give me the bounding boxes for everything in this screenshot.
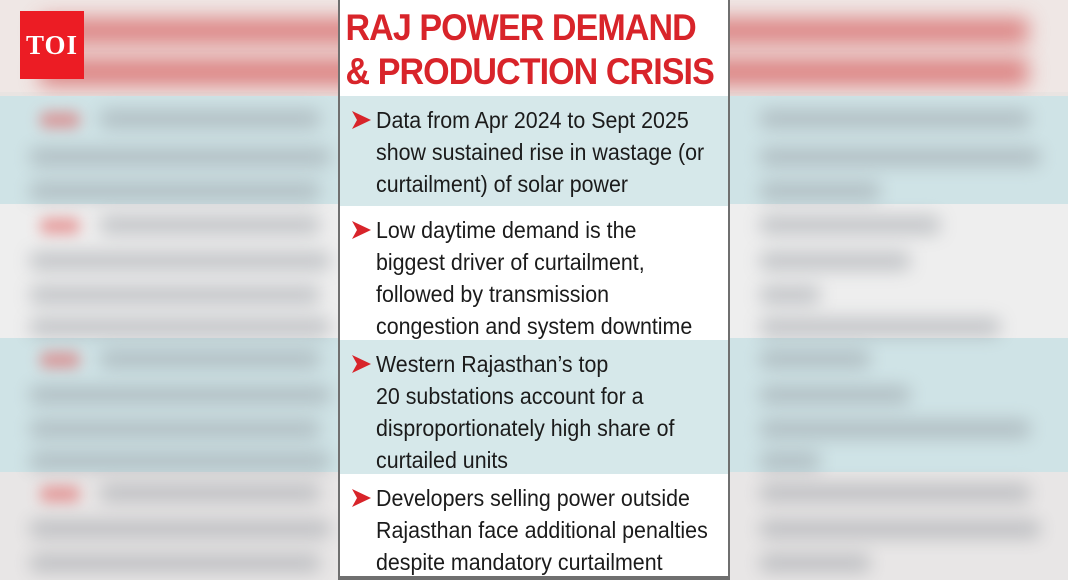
blurred-line — [30, 386, 330, 404]
red-arrow-icon — [352, 355, 371, 373]
blurred-line — [30, 520, 330, 538]
blurred-arrow — [40, 112, 80, 128]
blurred-line — [760, 182, 880, 200]
bullet-line: biggest driver of curtailment, — [376, 249, 645, 275]
bullet-item-1: Data from Apr 2024 to Sept 2025 show sus… — [340, 96, 728, 206]
bullet-line: Developers selling power outside — [376, 485, 690, 511]
infographic-card: RAJ POWER DEMAND & PRODUCTION CRISIS Dat… — [338, 0, 730, 580]
bullet-line: Low daytime demand is the — [376, 217, 637, 243]
bullet-item-2: Low daytime demand is the biggest driver… — [340, 206, 728, 340]
bullet-line: followed by transmission — [376, 281, 610, 307]
bullet-line: curtailment) of solar power — [376, 171, 629, 197]
blurred-line — [760, 148, 1040, 166]
bullet-line: curtailed units — [376, 447, 508, 473]
blurred-arrow — [40, 352, 80, 368]
title-line-1: RAJ POWER DEMAND — [345, 7, 697, 48]
blurred-line — [30, 554, 320, 572]
toi-logo: TOI — [20, 11, 84, 79]
bullet-text: Developers selling power outside Rajasth… — [376, 482, 708, 578]
card-title: RAJ POWER DEMAND & PRODUCTION CRISIS — [340, 0, 715, 96]
red-arrow-icon — [352, 111, 371, 129]
blurred-line — [760, 318, 1000, 336]
blurred-line — [30, 148, 330, 166]
bullet-line: 20 substations account for a — [376, 383, 644, 409]
blurred-line — [30, 286, 320, 304]
blurred-line — [760, 286, 820, 304]
blurred-line — [760, 252, 910, 270]
bullet-text: Data from Apr 2024 to Sept 2025 show sus… — [376, 104, 704, 200]
blurred-arrow — [40, 486, 80, 502]
bullet-line: disproportionately high share of — [376, 415, 675, 441]
blurred-line — [760, 452, 820, 470]
blurred-arrow — [40, 218, 80, 234]
blurred-line — [760, 554, 870, 572]
card-bottom-border — [340, 576, 728, 580]
red-arrow-icon — [352, 489, 371, 507]
blurred-line — [760, 216, 940, 234]
bullet-line: show sustained rise in wastage (or — [376, 139, 705, 165]
bullet-line: Rajasthan face additional penalties — [376, 517, 708, 543]
bullet-line: despite mandatory curtailment — [376, 549, 663, 575]
red-arrow-icon — [352, 221, 371, 239]
title-line-2: & PRODUCTION CRISIS — [345, 51, 715, 92]
bullet-line: Western Rajasthan’s top — [376, 351, 609, 377]
bullet-line: congestion and system downtime — [376, 313, 693, 339]
bullet-text: Western Rajasthan’s top 20 substations a… — [376, 348, 696, 476]
blurred-line — [760, 420, 1030, 438]
blurred-line — [760, 386, 910, 404]
blurred-line — [760, 484, 1030, 502]
blurred-line — [100, 216, 320, 234]
blurred-line — [30, 420, 320, 438]
bullet-text: Low daytime demand is the biggest driver… — [376, 214, 696, 342]
bullet-item-3: Western Rajasthan’s top 20 substations a… — [340, 340, 728, 474]
blurred-line — [760, 110, 1030, 128]
blurred-line — [100, 110, 320, 128]
blurred-line — [30, 252, 330, 270]
blurred-line — [100, 350, 320, 368]
blurred-line — [30, 318, 330, 336]
blurred-line — [760, 350, 870, 368]
bullet-line: Data from Apr 2024 to Sept 2025 — [376, 107, 689, 133]
blurred-line — [30, 452, 330, 470]
bullet-item-4: Developers selling power outside Rajasth… — [340, 474, 728, 580]
blurred-line — [760, 520, 1040, 538]
blurred-line — [30, 182, 320, 200]
blurred-line — [100, 484, 320, 502]
